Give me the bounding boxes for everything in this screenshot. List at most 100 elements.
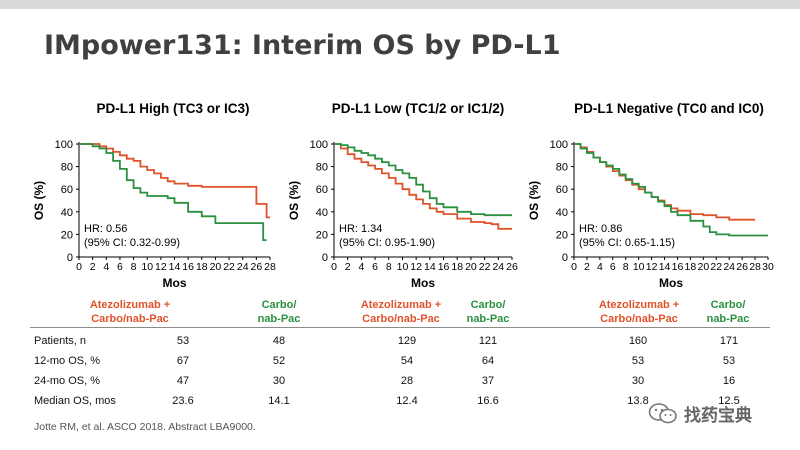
watermark: 找药宝典 (648, 401, 752, 426)
x-tick-label: 20 (210, 261, 222, 273)
y-tick-label: 20 (556, 229, 568, 241)
y-tick-label: 0 (562, 252, 568, 264)
table-cell: 23.6 (172, 395, 194, 407)
x-tick-label: 24 (492, 261, 504, 273)
hr-value: HR: 0.86 (579, 223, 622, 235)
table-row-label: Median OS, mos (34, 395, 116, 407)
hr-value: HR: 1.34 (339, 223, 382, 235)
y-tick-label: 60 (316, 184, 328, 196)
table-cell: 53 (176, 335, 190, 347)
y-axis-label: OS (%) (32, 181, 46, 220)
table-cell: 160 (628, 335, 648, 347)
y-tick-label: 20 (316, 229, 328, 241)
citation: Jotte RM, et al. ASCO 2018. Abstract LBA… (34, 421, 256, 433)
table-cell: 64 (481, 355, 495, 367)
table-cell: 13.8 (627, 395, 649, 407)
x-tick-label: 2 (345, 261, 351, 273)
y-axis-label: OS (%) (527, 181, 541, 220)
table-cell: 16 (722, 375, 736, 387)
table-cell: 53 (631, 355, 645, 367)
km-line-carbo (79, 143, 267, 241)
table-cell: 171 (719, 335, 739, 347)
x-tick-label: 28 (749, 261, 761, 273)
x-tick-label: 16 (438, 261, 450, 273)
x-tick-label: 6 (610, 261, 616, 273)
y-tick-label: 60 (556, 184, 568, 196)
km-line-atezolizumab (334, 143, 512, 230)
x-tick-label: 4 (103, 261, 109, 273)
x-tick-label: 2 (584, 261, 590, 273)
hr-value: HR: 0.56 (84, 223, 127, 235)
table-divider (30, 327, 770, 328)
y-tick-label: 80 (556, 162, 568, 174)
col-header-carbo-low: Carbo/ nab-Pac (466, 299, 510, 325)
x-axis-label: Mos (659, 276, 683, 290)
x-tick-label: 10 (141, 261, 153, 273)
table-cell: 12.5 (718, 395, 740, 407)
y-tick-label: 40 (556, 207, 568, 219)
x-tick-label: 22 (479, 261, 491, 273)
y-tick-label: 0 (322, 252, 328, 264)
chart-title-negative: PD-L1 Negative (TC0 and IC0) (574, 101, 764, 116)
table-cell: 14.1 (268, 395, 290, 407)
y-tick-label: 80 (316, 162, 328, 174)
x-tick-label: 28 (264, 261, 276, 273)
x-tick-label: 26 (506, 261, 518, 273)
y-tick-label: 20 (61, 229, 73, 241)
x-axis-label: Mos (163, 276, 187, 290)
x-tick-label: 12 (410, 261, 422, 273)
table-cell: 30 (631, 375, 645, 387)
x-tick-label: 12 (155, 261, 167, 273)
x-tick-label: 24 (237, 261, 249, 273)
table-cell: 52 (272, 355, 286, 367)
table-cell: 121 (478, 335, 498, 347)
table-cell: 129 (397, 335, 417, 347)
x-tick-label: 26 (251, 261, 263, 273)
x-tick-label: 8 (386, 261, 392, 273)
x-tick-label: 0 (331, 261, 337, 273)
x-tick-label: 6 (372, 261, 378, 273)
x-tick-label: 10 (397, 261, 409, 273)
y-tick-label: 100 (55, 139, 73, 151)
col-header-atezo-low: Atezolizumab + Carbo/nab-Pac (360, 299, 442, 325)
y-tick-label: 100 (310, 139, 328, 151)
x-tick-label: 20 (697, 261, 709, 273)
x-tick-label: 18 (685, 261, 697, 273)
x-tick-label: 10 (633, 261, 645, 273)
x-tick-label: 8 (131, 261, 137, 273)
table-row-label: 12-mo OS, % (34, 355, 101, 367)
table-cell: 54 (400, 355, 414, 367)
ci-value: (95% CI: 0.32-0.99) (84, 237, 180, 249)
km-line-atezolizumab (574, 143, 756, 221)
wechat-icon (648, 402, 677, 423)
table-cell: 48 (272, 335, 286, 347)
table-cell: 37 (481, 375, 495, 387)
x-tick-label: 30 (762, 261, 774, 273)
y-tick-label: 80 (61, 162, 73, 174)
x-tick-label: 6 (117, 261, 123, 273)
col-header-atezo-high: Atezolizumab + Carbo/nab-Pac (89, 299, 171, 325)
table-cell: 30 (272, 375, 286, 387)
ci-value: (95% CI: 0.65-1.15) (579, 237, 675, 249)
chart-title-low: PD-L1 Low (TC1/2 or IC1/2) (331, 101, 505, 116)
km-line-carbo (334, 143, 512, 217)
x-tick-label: 14 (659, 261, 671, 273)
col-header-atezo-negative: Atezolizumab + Carbo/nab-Pac (598, 299, 680, 325)
x-tick-label: 14 (424, 261, 436, 273)
x-tick-label: 4 (358, 261, 364, 273)
km-line-atezolizumab (79, 143, 270, 219)
table-cell: 28 (400, 375, 414, 387)
table-cell: 16.6 (477, 395, 499, 407)
y-tick-label: 60 (61, 184, 73, 196)
x-tick-label: 16 (182, 261, 194, 273)
table-row-label: Patients, n (34, 335, 86, 347)
x-tick-label: 14 (169, 261, 181, 273)
x-tick-label: 2 (90, 261, 96, 273)
table-cell: 12.4 (396, 395, 418, 407)
y-tick-label: 100 (550, 139, 568, 151)
table-row-label: 24-mo OS, % (34, 375, 101, 387)
km-line-carbo (574, 143, 768, 237)
x-tick-label: 0 (571, 261, 577, 273)
x-tick-label: 18 (196, 261, 208, 273)
